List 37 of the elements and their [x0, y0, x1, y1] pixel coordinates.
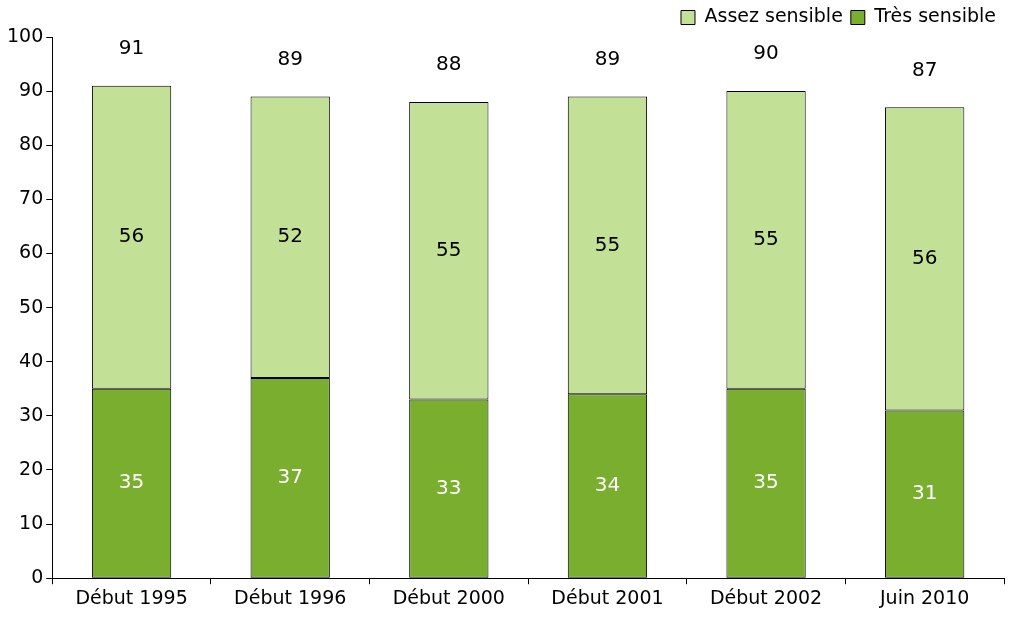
x-tick-label: Début 2002	[709, 585, 823, 608]
data-label: 56	[118, 223, 145, 248]
y-tick-label: 80	[19, 132, 44, 155]
total-label: 89	[594, 45, 621, 70]
data-label: 55	[753, 226, 779, 251]
data-label: 55	[436, 236, 462, 261]
y-tick-label: 10	[19, 511, 44, 534]
y-tick-label: 100	[7, 23, 44, 46]
data-label: 52	[277, 223, 303, 248]
x-tick-label: Début 2001	[551, 585, 664, 608]
total-label: 89	[277, 45, 303, 70]
data-label: 56	[911, 245, 938, 270]
y-tick-label: 0	[31, 565, 44, 588]
x-tick-label: Début 1996	[234, 585, 347, 608]
legend-label: Assez sensible	[704, 4, 843, 27]
data-label: 35	[753, 469, 779, 494]
x-tick-label: Début 2000	[392, 585, 505, 608]
y-tick-label: 60	[19, 240, 44, 263]
data-label: 37	[277, 464, 303, 489]
y-tick-label: 90	[19, 78, 44, 101]
data-label: 31	[911, 480, 938, 505]
x-tick-label: Juin 2010	[879, 585, 970, 608]
total-label: 91	[118, 34, 145, 59]
total-label: 87	[911, 56, 938, 81]
y-tick-label: 30	[19, 402, 44, 425]
data-label: 55	[594, 231, 621, 256]
y-tick-label: 70	[19, 186, 44, 209]
y-tick-label: 50	[19, 294, 44, 317]
x-tick-label: Début 1995	[75, 585, 188, 608]
y-tick-label: 40	[19, 348, 44, 371]
total-label: 88	[436, 51, 462, 76]
total-label: 90	[753, 40, 779, 65]
legend-label: Très sensible	[873, 4, 997, 27]
y-tick-label: 20	[19, 456, 44, 479]
data-label: 34	[594, 472, 621, 497]
data-label: 33	[436, 474, 462, 499]
data-label: 35	[118, 469, 145, 494]
